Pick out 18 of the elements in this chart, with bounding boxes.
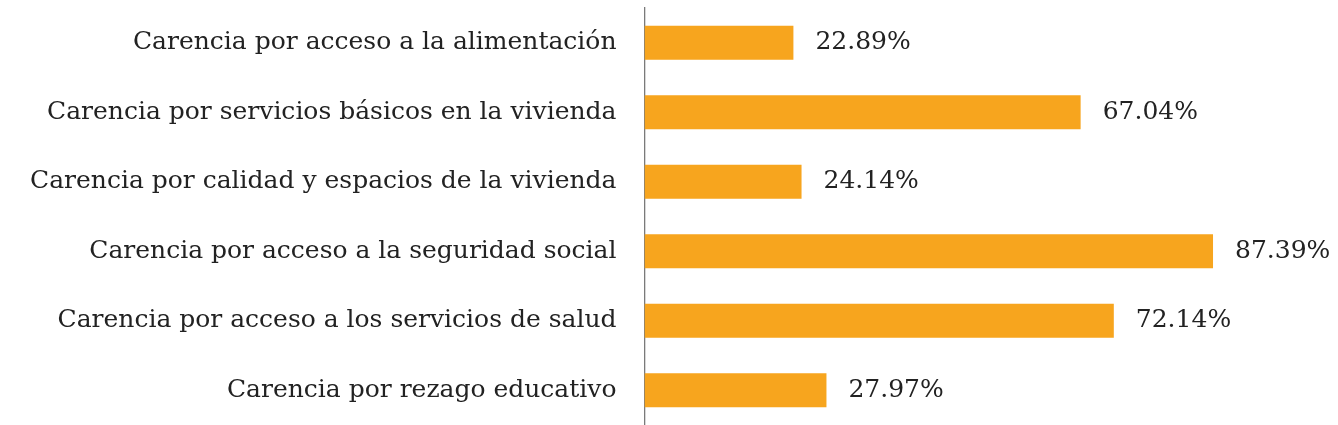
y-tick-label: Carencia por rezago educativo — [226, 373, 617, 403]
data-label: 22.89% — [815, 26, 911, 56]
bar — [644, 164, 802, 199]
y-tick-label: Carencia por acceso a los servicios de salud — [57, 304, 617, 334]
y-tick-label: Carencia por calidad y espacios de la vivienda — [30, 165, 617, 195]
bar — [644, 373, 827, 408]
data-label: 87.39% — [1235, 234, 1331, 264]
bar — [644, 25, 794, 60]
bar — [644, 303, 1114, 338]
bar — [644, 95, 1081, 130]
data-label: 27.97% — [848, 373, 944, 403]
data-label: 24.14% — [823, 165, 919, 195]
data-label: 72.14% — [1135, 304, 1232, 334]
bar — [644, 234, 1214, 269]
y-tick-label: Carencia por servicios básicos en la vivienda — [47, 95, 617, 125]
y-tick-label: Carencia por acceso a la alimentación — [132, 26, 617, 56]
data-label: 67.04% — [1102, 95, 1198, 125]
y-tick-label: Carencia por acceso a la seguridad social — [89, 234, 617, 264]
